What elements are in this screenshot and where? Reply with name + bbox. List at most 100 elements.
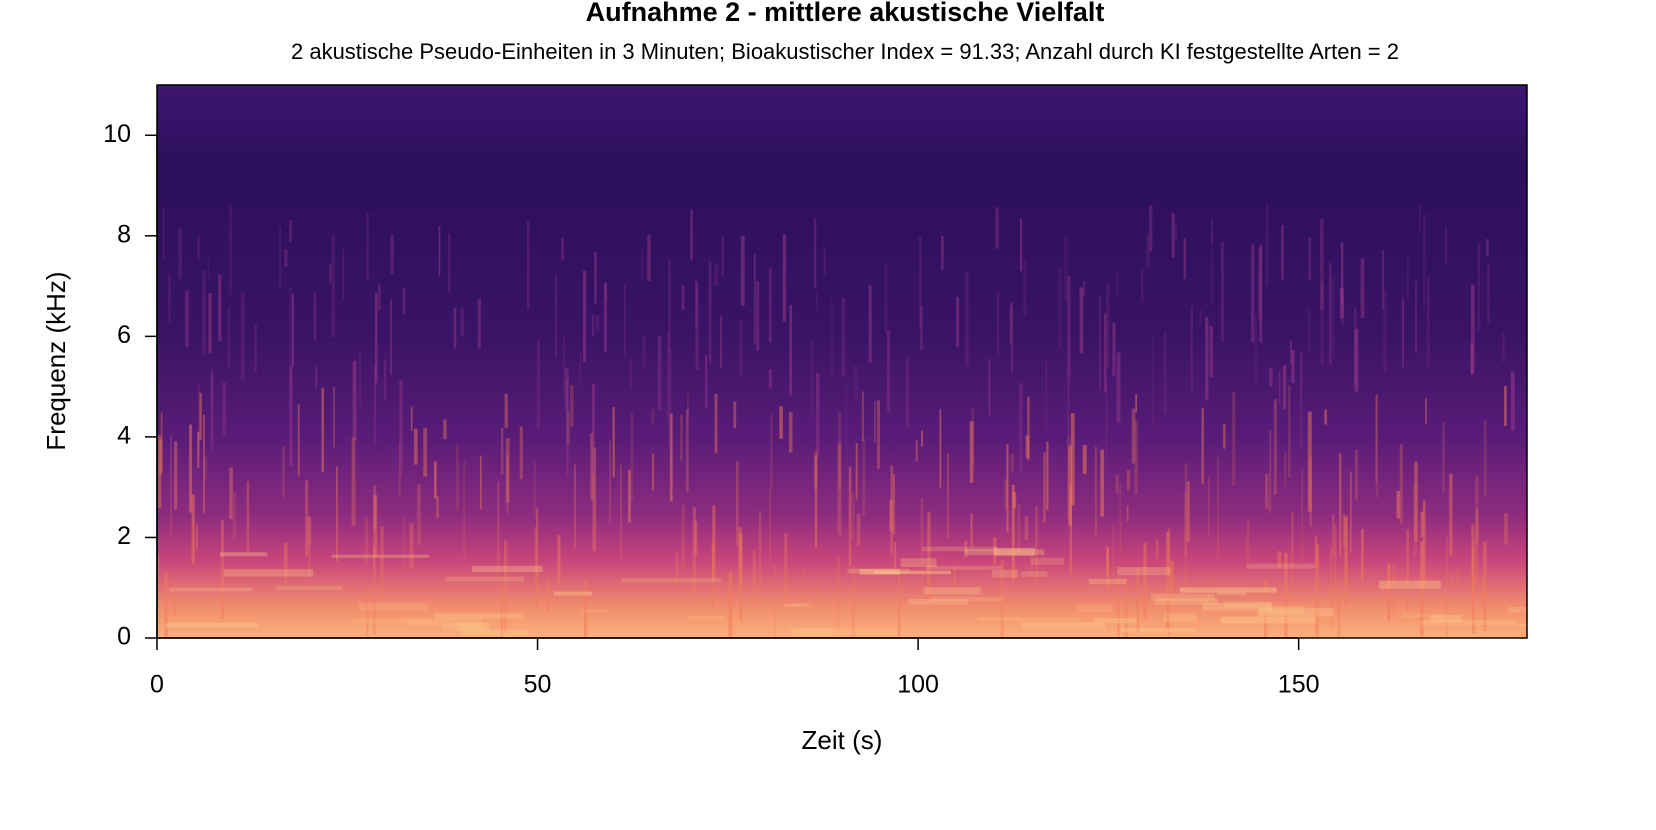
spectrogram-texture bbox=[1284, 453, 1287, 488]
spectrogram-texture bbox=[1420, 619, 1517, 625]
spectrogram-texture bbox=[168, 274, 172, 323]
spectrogram-texture bbox=[1069, 484, 1073, 575]
spectrogram-texture bbox=[288, 219, 293, 243]
spectrogram-texture bbox=[1445, 535, 1448, 637]
spectrogram-texture bbox=[353, 618, 432, 624]
spectrogram-texture bbox=[1098, 295, 1101, 390]
spectrogram-texture bbox=[992, 537, 996, 565]
spectrogram-texture bbox=[1470, 343, 1474, 375]
spectrogram-texture bbox=[1415, 280, 1417, 354]
spectrogram-texture bbox=[874, 570, 952, 575]
spectrogram-texture bbox=[920, 498, 924, 599]
spectrogram-texture bbox=[210, 374, 214, 451]
spectrogram-texture bbox=[1331, 514, 1335, 558]
spectrogram-texture bbox=[197, 431, 200, 468]
spectrogram-texture bbox=[505, 438, 510, 503]
spectrogram-texture bbox=[738, 527, 743, 594]
spectrogram-texture bbox=[642, 335, 646, 369]
spectrogram-texture bbox=[908, 598, 969, 605]
spectrogram-texture bbox=[297, 404, 300, 477]
spectrogram-texture bbox=[868, 284, 872, 363]
spectrogram-texture bbox=[1223, 601, 1272, 608]
spectrogram-texture bbox=[1510, 371, 1515, 431]
spectrogram-texture bbox=[953, 566, 956, 609]
spectrogram-texture bbox=[862, 438, 866, 516]
spectrogram-texture bbox=[1067, 378, 1070, 439]
spectrogram-texture bbox=[579, 353, 582, 386]
spectrogram-texture bbox=[1169, 560, 1174, 598]
spectrogram-texture bbox=[612, 407, 615, 478]
spectrogram-texture bbox=[563, 335, 566, 398]
spectrogram-texture bbox=[1112, 524, 1115, 600]
spectrogram-texture bbox=[208, 292, 212, 354]
spectrogram-texture bbox=[1324, 409, 1327, 425]
spectrogram-texture bbox=[823, 246, 826, 276]
spectrogram-texture bbox=[1424, 398, 1428, 425]
spectrogram-texture bbox=[210, 368, 213, 437]
spectrogram-texture bbox=[1507, 606, 1527, 613]
y-tick-label: 6 bbox=[117, 321, 131, 349]
spectrogram-texture bbox=[592, 447, 597, 552]
spectrogram-texture bbox=[1006, 444, 1009, 533]
spectrogram-texture bbox=[752, 550, 756, 607]
spectrogram-texture bbox=[1077, 604, 1113, 613]
spectrogram-texture bbox=[790, 627, 834, 636]
spectrogram-texture bbox=[1115, 474, 1119, 495]
spectrogram-texture bbox=[1232, 392, 1236, 486]
spectrogram-texture bbox=[1344, 516, 1348, 605]
spectrogram-texture bbox=[1217, 456, 1220, 558]
spectrogram-texture bbox=[204, 457, 207, 479]
spectrogram-texture bbox=[1058, 265, 1062, 350]
spectrogram-texture bbox=[1355, 449, 1358, 500]
spectrogram-texture bbox=[652, 453, 655, 491]
spectrogram-texture bbox=[1220, 241, 1224, 342]
spectrogram-texture bbox=[202, 270, 206, 354]
spectrogram-texture bbox=[1245, 538, 1250, 564]
spectrogram-texture bbox=[1450, 573, 1455, 592]
spectrogram-texture bbox=[1010, 454, 1015, 472]
spectrogram-texture bbox=[680, 414, 683, 461]
spectrogram-texture bbox=[254, 323, 257, 372]
spectrogram-texture bbox=[461, 629, 529, 637]
x-tick-label: 100 bbox=[897, 671, 939, 699]
spectrogram-texture bbox=[1063, 235, 1068, 302]
spectrogram-texture bbox=[380, 526, 384, 601]
spectrogram-texture bbox=[220, 520, 224, 620]
spectrogram-texture bbox=[289, 288, 292, 388]
spectrogram-texture bbox=[546, 578, 549, 612]
spectrogram-texture bbox=[768, 369, 772, 389]
spectrogram-texture bbox=[460, 308, 464, 337]
spectrogram-texture bbox=[471, 565, 543, 573]
spectrogram-texture bbox=[1484, 419, 1487, 496]
spectrogram-texture bbox=[1024, 516, 1029, 540]
spectrogram-texture bbox=[1066, 437, 1071, 521]
spectrogram-texture bbox=[1517, 623, 1527, 628]
spectrogram-texture bbox=[784, 603, 810, 607]
spectrogram-texture bbox=[939, 409, 942, 489]
spectrogram-texture bbox=[477, 298, 481, 349]
spectrogram-texture bbox=[402, 288, 406, 315]
spectrogram-texture bbox=[222, 382, 227, 438]
spectrogram-texture bbox=[1503, 386, 1507, 427]
spectrogram-texture bbox=[923, 587, 981, 595]
spectrogram-texture bbox=[366, 583, 369, 638]
spectrogram-texture bbox=[1163, 613, 1198, 622]
spectrogram-texture bbox=[398, 443, 401, 497]
spectrogram-texture bbox=[1406, 529, 1409, 612]
y-tick-label: 10 bbox=[103, 120, 131, 148]
spectrogram-texture bbox=[1342, 514, 1346, 548]
x-tick-label: 150 bbox=[1278, 671, 1320, 699]
spectrogram-texture bbox=[733, 401, 737, 429]
spectrogram-texture bbox=[564, 367, 569, 410]
spectrogram-texture bbox=[1396, 490, 1401, 519]
spectrogram-texture bbox=[1168, 567, 1171, 638]
spectrogram-texture bbox=[1156, 538, 1159, 559]
spectrogram-texture bbox=[178, 228, 182, 280]
spectrogram-texture bbox=[1209, 567, 1212, 589]
spectrogram-texture bbox=[1126, 505, 1129, 522]
spectrogram-texture bbox=[714, 263, 719, 286]
spectrogram-texture bbox=[735, 461, 739, 546]
spectrogram-texture bbox=[1131, 408, 1136, 464]
spectrogram-texture bbox=[1442, 421, 1445, 493]
spectrogram-texture bbox=[837, 411, 842, 491]
